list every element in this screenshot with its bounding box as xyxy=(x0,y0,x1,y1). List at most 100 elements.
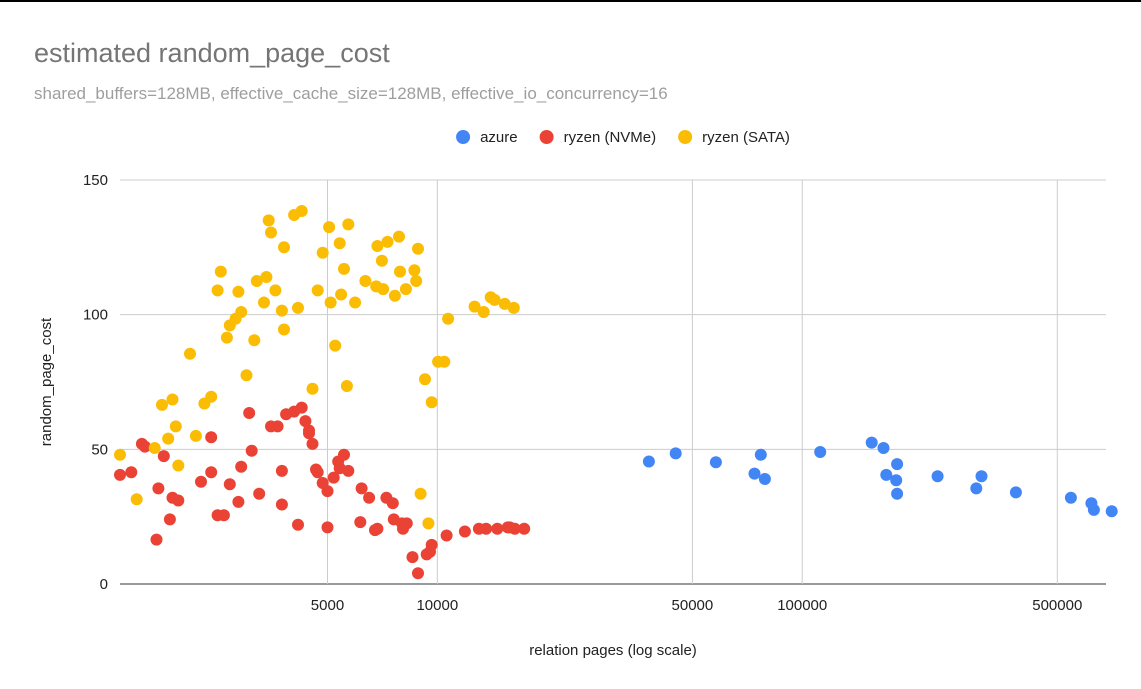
point-ryzen-nvme xyxy=(518,522,531,535)
point-ryzen-nvme xyxy=(400,517,413,530)
point-ryzen-nvme xyxy=(363,491,376,504)
y-tick-label: 100 xyxy=(83,307,108,324)
point-ryzen-sata xyxy=(260,271,273,283)
point-ryzen-sata xyxy=(114,448,126,461)
point-azure xyxy=(754,448,767,461)
grid-lines xyxy=(120,179,1106,585)
point-ryzen-sata xyxy=(235,306,248,318)
y-tick-label: 50 xyxy=(91,441,108,458)
point-ryzen-sata xyxy=(359,275,372,287)
tick-labels: 0 50 100 150 5000 10000 50000 100000 500000 xyxy=(83,172,1082,614)
point-ryzen-nvme xyxy=(275,464,288,477)
point-ryzen-sata xyxy=(333,237,346,250)
point-ryzen-nvme xyxy=(163,513,176,526)
point-ryzen-nvme xyxy=(299,415,312,428)
point-ryzen-nvme xyxy=(138,440,151,453)
point-ryzen-nvme xyxy=(275,498,288,511)
legend-label-ryzen-nvme: ryzen (NVMe) xyxy=(564,129,657,146)
point-ryzen-sata xyxy=(275,304,288,317)
legend-marker-ryzen-sata xyxy=(678,130,693,144)
point-ryzen-sata xyxy=(324,296,337,309)
point-ryzen-nvme xyxy=(491,522,504,535)
point-ryzen-nvme xyxy=(412,567,424,580)
point-ryzen-sata xyxy=(156,398,168,411)
point-ryzen-sata xyxy=(335,288,348,301)
point-azure xyxy=(748,467,761,480)
point-ryzen-sata xyxy=(507,301,520,314)
top-border xyxy=(0,0,1141,2)
point-ryzen-nvme xyxy=(205,466,218,479)
point-ryzen-sata xyxy=(329,339,342,352)
point-ryzen-sata xyxy=(394,265,406,278)
point-ryzen-sata xyxy=(211,284,224,297)
point-ryzen-nvme xyxy=(354,516,367,529)
point-ryzen-sata xyxy=(262,214,275,227)
point-ryzen-nvme xyxy=(311,466,324,479)
point-ryzen-nvme xyxy=(327,471,340,484)
point-ryzen-sata xyxy=(162,432,175,445)
point-ryzen-nvme xyxy=(303,424,315,437)
point-ryzen-nvme xyxy=(243,407,256,419)
point-ryzen-sata xyxy=(166,393,179,406)
point-azure xyxy=(1064,491,1077,504)
point-ryzen-nvme xyxy=(480,522,493,535)
legend-marker-ryzen-nvme xyxy=(539,130,554,144)
point-ryzen-nvme xyxy=(157,450,170,463)
point-azure xyxy=(1087,503,1100,516)
point-ryzen-sata xyxy=(278,241,290,254)
legend-label-azure: azure xyxy=(480,129,518,146)
point-ryzen-sata xyxy=(250,275,263,287)
x-tick-label: 500000 xyxy=(1032,597,1082,614)
point-ryzen-sata xyxy=(311,284,324,297)
point-ryzen-nvme xyxy=(292,518,304,531)
point-ryzen-nvme xyxy=(217,509,230,522)
point-ryzen-nvme xyxy=(245,444,258,457)
point-ryzen-sata xyxy=(214,265,227,278)
point-ryzen-sata xyxy=(248,334,261,347)
point-azure xyxy=(975,470,988,483)
point-azure xyxy=(877,442,890,454)
point-ryzen-nvme xyxy=(125,466,138,479)
point-ryzen-sata xyxy=(414,487,427,500)
chart-subtitle: shared_buffers=128MB, effective_cache_si… xyxy=(34,84,668,103)
data-points xyxy=(114,205,1118,580)
legend-marker-azure xyxy=(456,130,471,144)
legend: azure ryzen (NVMe) ryzen (SATA) xyxy=(456,129,790,146)
point-ryzen-nvme xyxy=(195,475,207,488)
point-ryzen-sata xyxy=(342,218,355,231)
point-ryzen-sata xyxy=(381,235,394,248)
point-ryzen-sata xyxy=(240,369,253,382)
point-azure xyxy=(891,487,904,500)
y-tick-label: 0 xyxy=(100,576,108,593)
point-ryzen-sata xyxy=(269,284,282,297)
point-ryzen-sata xyxy=(258,296,270,309)
point-ryzen-nvme xyxy=(152,482,165,495)
point-ryzen-sata xyxy=(477,306,490,318)
point-ryzen-nvme xyxy=(271,420,284,433)
point-ryzen-sata xyxy=(338,262,350,275)
point-azure xyxy=(642,455,655,468)
point-ryzen-nvme xyxy=(406,551,419,564)
point-ryzen-nvme xyxy=(235,460,248,473)
point-ryzen-sata xyxy=(265,226,277,239)
point-ryzen-nvme xyxy=(150,533,163,546)
x-tick-label: 10000 xyxy=(416,597,458,614)
point-ryzen-sata xyxy=(422,517,435,530)
point-ryzen-sata xyxy=(375,254,388,267)
point-azure xyxy=(709,456,722,469)
point-ryzen-sata xyxy=(419,373,431,386)
point-azure xyxy=(758,473,771,485)
point-ryzen-sata xyxy=(399,283,412,296)
point-ryzen-sata xyxy=(205,390,218,403)
point-azure xyxy=(890,474,903,487)
point-ryzen-sata xyxy=(220,331,233,344)
point-ryzen-sata xyxy=(340,380,353,392)
point-ryzen-sata xyxy=(425,396,438,409)
point-azure xyxy=(970,482,983,495)
point-ryzen-nvme xyxy=(355,482,368,495)
point-azure xyxy=(814,446,827,458)
point-ryzen-nvme xyxy=(342,464,355,477)
point-ryzen-nvme xyxy=(371,522,384,535)
point-ryzen-nvme xyxy=(321,485,334,498)
